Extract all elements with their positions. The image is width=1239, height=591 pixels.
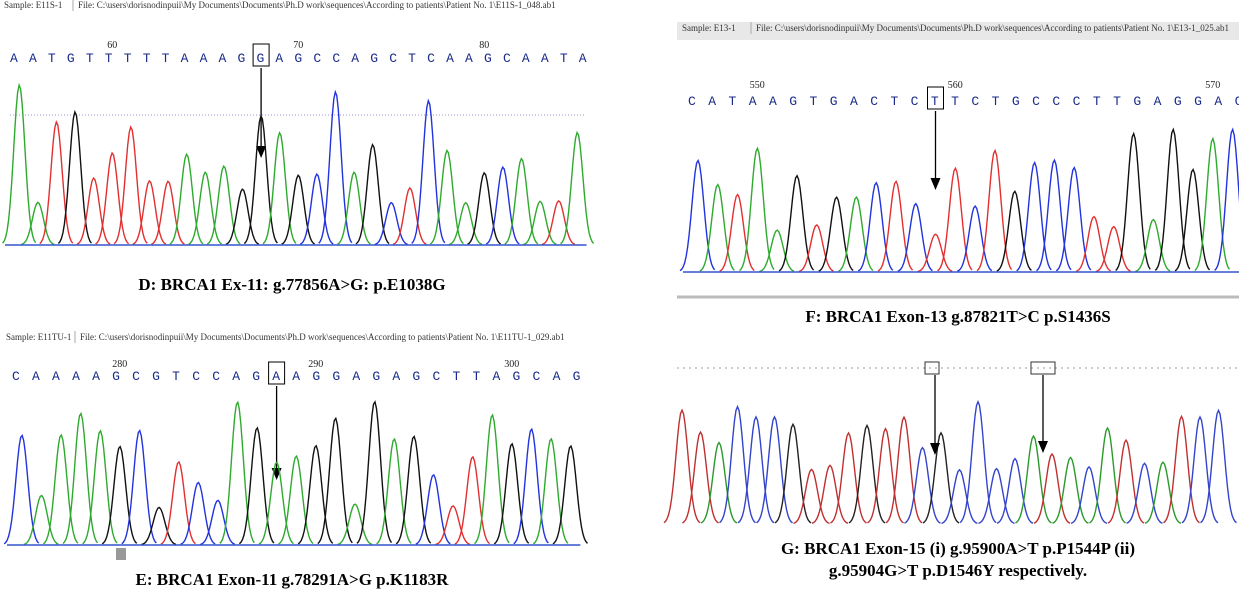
- peak: [430, 151, 463, 244]
- peak: [1136, 220, 1171, 272]
- position-label: 70: [293, 40, 303, 51]
- peak: [122, 431, 157, 544]
- peak: [393, 188, 426, 244]
- peak: [161, 462, 196, 544]
- peak: [979, 469, 1015, 524]
- caption: g.95904G>T p.D1546Y respectively.: [829, 561, 1087, 580]
- peak: [977, 151, 1012, 271]
- peak: [942, 470, 978, 524]
- peak: [1096, 227, 1131, 272]
- peak: [858, 183, 893, 271]
- peak: [114, 127, 147, 244]
- sample-label: Sample: E11TU-1: [6, 332, 71, 342]
- peak: [775, 424, 811, 523]
- peak: [1108, 440, 1144, 523]
- peak: [170, 154, 203, 244]
- peak: [3, 85, 36, 243]
- peak: [700, 185, 735, 271]
- base-sequence: CAAAAGCGTCCAGAAGGAGAGCTTAGCAG: [12, 369, 580, 384]
- peak: [819, 197, 854, 271]
- caption: F: BRCA1 Exon-13 g.87821T>C p.S1436S: [805, 307, 1110, 326]
- position-label: 60: [107, 40, 117, 51]
- peak: [868, 429, 904, 523]
- position-label: 550: [750, 80, 765, 91]
- peak: [1164, 416, 1200, 522]
- peak: [1195, 139, 1230, 271]
- peak: [357, 402, 392, 544]
- peak: [181, 483, 216, 545]
- file-path: File: C:\users\dorisnodinpuii\My Documen…: [756, 23, 1229, 33]
- peak: [475, 415, 510, 543]
- position-label: 80: [479, 40, 489, 51]
- position-label: 290: [308, 359, 323, 370]
- peak: [898, 204, 933, 272]
- peak: [63, 414, 98, 544]
- peak: [200, 500, 235, 544]
- figure: Sample: E11S-1 File: C:\users\dorisnodinp…: [0, 0, 1239, 591]
- peak: [1215, 130, 1239, 271]
- sample-label: Sample: E13-1: [682, 23, 736, 33]
- arrow-head: [931, 178, 941, 190]
- peak: [794, 469, 830, 523]
- peak: [1201, 410, 1237, 522]
- peak: [21, 202, 54, 244]
- file-path: File: C:\users\dorisnodinpuii\My Documen…: [78, 0, 556, 10]
- file-path: File: C:\users\dorisnodinpuii\My Documen…: [80, 332, 565, 342]
- peak: [412, 101, 445, 244]
- position-label: 560: [948, 80, 963, 91]
- peak: [1071, 467, 1107, 524]
- position-label: 280: [112, 359, 127, 370]
- caption: G: BRCA1 Exon-15 (i) g.95900A>T p.P1544P…: [781, 539, 1135, 558]
- peak: [337, 504, 372, 544]
- arrow-head: [1038, 441, 1048, 453]
- peak: [1182, 417, 1218, 523]
- peak: [680, 161, 715, 271]
- sample-label: Sample: E11S-1: [4, 0, 62, 10]
- base-sequence: AATGTTTTTAAAGGAGCCAGCTCAAGCAATA: [10, 51, 587, 66]
- peak: [505, 159, 538, 244]
- peak: [757, 417, 793, 523]
- peak: [740, 148, 775, 270]
- peak: [318, 418, 353, 543]
- peak: [738, 417, 774, 523]
- arrow-head: [930, 443, 940, 455]
- peak: [960, 402, 996, 523]
- peak: [514, 429, 549, 544]
- caption: E: BRCA1 Exon-11 g.78291A>G p.K1183R: [136, 570, 450, 589]
- scroll-marker: [116, 548, 126, 560]
- position-label: 570: [1205, 80, 1220, 91]
- peak: [1145, 462, 1181, 523]
- base-sequence: CATAAGTGACTCTTCTGCCCTTGAGGAC: [688, 94, 1239, 109]
- caption: D: BRCA1 Ex-11: g.77856A>G: p.E1038G: [138, 275, 445, 294]
- peak: [377, 439, 412, 544]
- peak: [1017, 163, 1051, 271]
- peak: [831, 433, 867, 523]
- position-label: 300: [504, 359, 519, 370]
